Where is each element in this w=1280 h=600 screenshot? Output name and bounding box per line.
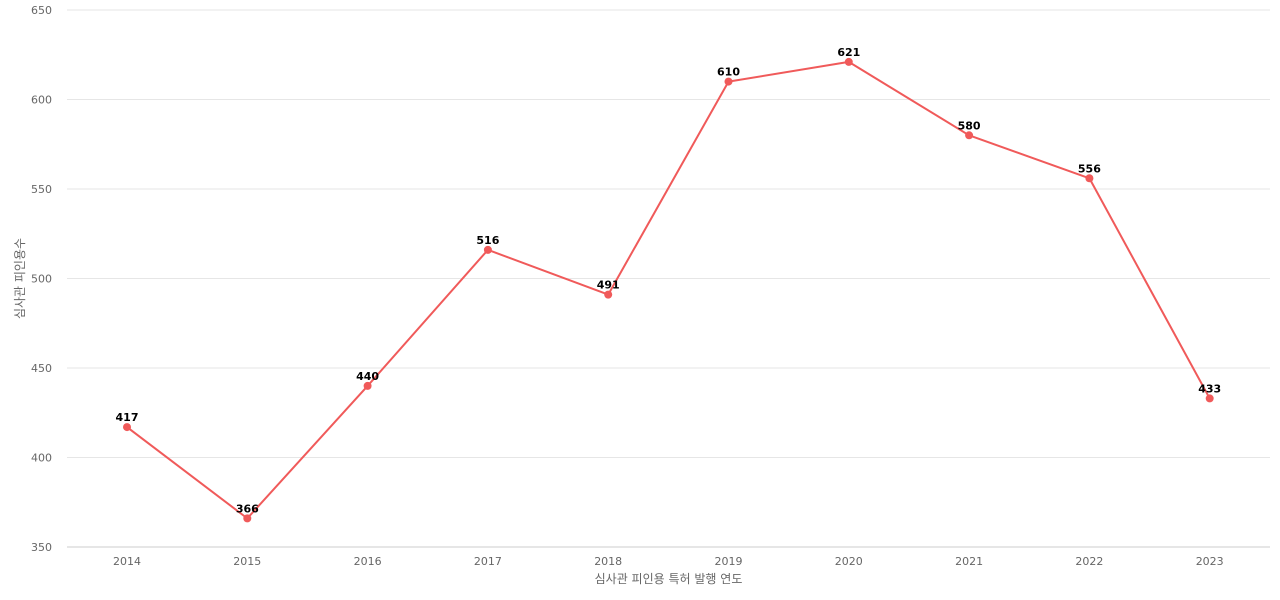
x-tick-label: 2019 xyxy=(715,555,743,568)
data-point[interactable] xyxy=(123,423,131,432)
data-label: 610 xyxy=(717,66,740,79)
x-tick-label: 2015 xyxy=(233,555,261,568)
data-point[interactable] xyxy=(243,514,252,523)
x-tick-label: 2020 xyxy=(835,555,863,568)
x-tick-label: 2023 xyxy=(1196,555,1224,568)
y-tick-label: 500 xyxy=(31,273,52,286)
data-labels: 417 366 440 516 491 610 621 580 556 433 xyxy=(116,46,1222,515)
y-axis-title: 심사관 피인용수 xyxy=(13,238,27,319)
grid-layer xyxy=(67,9,1270,548)
data-point[interactable] xyxy=(1205,394,1214,403)
data-label: 417 xyxy=(116,411,139,424)
y-tick-label: 650 xyxy=(31,4,52,17)
data-label: 433 xyxy=(1198,382,1221,395)
data-point[interactable] xyxy=(1085,174,1094,183)
x-tick-label: 2017 xyxy=(474,555,502,568)
x-tick-label: 2016 xyxy=(354,555,382,568)
series-layer xyxy=(123,57,1214,523)
data-label: 516 xyxy=(476,234,499,247)
y-tick-label: 600 xyxy=(31,94,52,107)
data-label: 556 xyxy=(1078,162,1101,175)
y-tick-label: 400 xyxy=(31,452,52,465)
data-label: 440 xyxy=(356,370,379,383)
x-axis-tick-labels: 2014 2015 2016 2017 2018 2019 2020 2021 2022 2023 xyxy=(113,555,1224,568)
data-point[interactable] xyxy=(363,381,372,390)
data-label: 621 xyxy=(837,46,860,59)
data-label: 580 xyxy=(958,119,981,132)
x-tick-label: 2014 xyxy=(113,555,141,568)
y-tick-label: 450 xyxy=(31,362,52,375)
x-tick-label: 2018 xyxy=(594,555,622,568)
series-line xyxy=(126,60,1211,520)
data-label: 491 xyxy=(597,279,620,292)
data-point[interactable] xyxy=(483,245,492,254)
data-label: 366 xyxy=(236,502,259,515)
x-tick-label: 2021 xyxy=(955,555,983,568)
y-tick-label: 550 xyxy=(31,183,52,196)
data-point[interactable] xyxy=(844,57,853,66)
x-axis-title: 심사관 피인용 특허 발행 연도 xyxy=(595,571,743,586)
y-axis-tick-labels: 350 400 450 500 550 600 650 xyxy=(31,4,52,554)
data-point[interactable] xyxy=(604,290,613,299)
data-point[interactable] xyxy=(724,77,733,86)
y-tick-label: 350 xyxy=(31,541,52,554)
x-tick-label: 2022 xyxy=(1075,555,1103,568)
data-point[interactable] xyxy=(965,131,974,140)
